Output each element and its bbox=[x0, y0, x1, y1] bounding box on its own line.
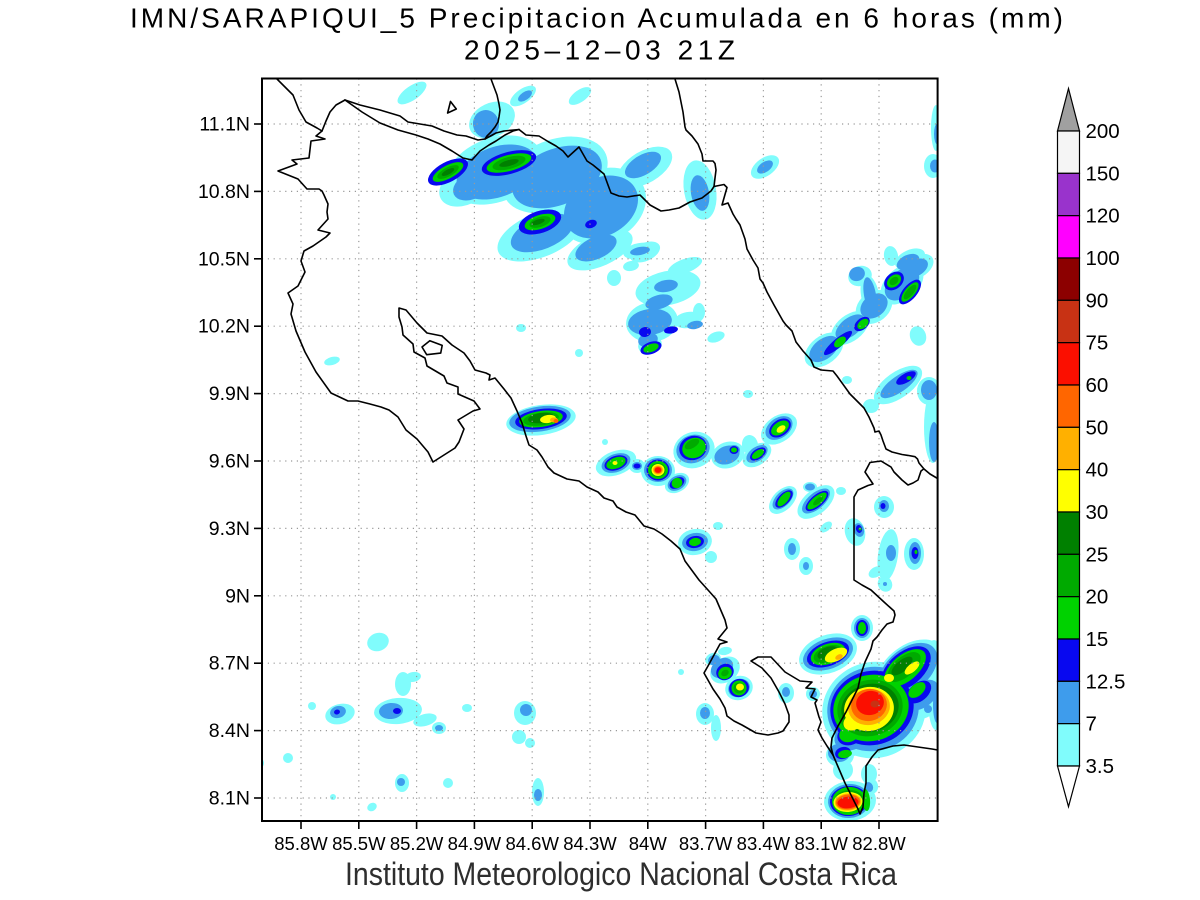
svg-text:9.9N: 9.9N bbox=[209, 383, 250, 405]
svg-text:15: 15 bbox=[1086, 628, 1109, 651]
svg-text:85.5W: 85.5W bbox=[332, 833, 386, 854]
svg-text:83.7W: 83.7W bbox=[679, 833, 733, 854]
svg-text:84W: 84W bbox=[629, 833, 668, 854]
svg-text:8.1N: 8.1N bbox=[209, 788, 250, 810]
svg-text:9.3N: 9.3N bbox=[209, 518, 250, 540]
svg-text:75: 75 bbox=[1086, 332, 1109, 355]
svg-text:100: 100 bbox=[1086, 247, 1120, 270]
svg-text:85.8W: 85.8W bbox=[274, 833, 328, 854]
svg-text:10.8N: 10.8N bbox=[198, 181, 250, 203]
svg-text:25: 25 bbox=[1086, 543, 1109, 566]
svg-text:82.8W: 82.8W bbox=[852, 833, 906, 854]
svg-text:84.6W: 84.6W bbox=[505, 833, 559, 854]
svg-text:83.1W: 83.1W bbox=[794, 833, 848, 854]
svg-text:IMN/SARAPIQUI_5 Precipitacion: IMN/SARAPIQUI_5 Precipitacion Acumulada … bbox=[130, 3, 1063, 34]
svg-text:84.3W: 84.3W bbox=[563, 833, 617, 854]
svg-text:9N: 9N bbox=[225, 585, 250, 607]
svg-text:20: 20 bbox=[1086, 586, 1109, 609]
svg-text:10.2N: 10.2N bbox=[198, 316, 250, 338]
svg-text:3.5: 3.5 bbox=[1086, 755, 1115, 778]
svg-text:60: 60 bbox=[1086, 374, 1109, 397]
svg-text:90: 90 bbox=[1086, 289, 1109, 312]
svg-text:9.6N: 9.6N bbox=[209, 451, 250, 473]
svg-text:30: 30 bbox=[1086, 501, 1109, 524]
svg-text:84.9W: 84.9W bbox=[448, 833, 502, 854]
svg-text:150: 150 bbox=[1086, 162, 1120, 185]
svg-text:40: 40 bbox=[1086, 459, 1109, 482]
svg-text:120: 120 bbox=[1086, 205, 1120, 228]
svg-text:2025–12–03 21Z: 2025–12–03 21Z bbox=[464, 35, 735, 66]
svg-text:8.4N: 8.4N bbox=[209, 720, 250, 742]
svg-text:12.5: 12.5 bbox=[1086, 670, 1126, 693]
svg-text:83.4W: 83.4W bbox=[737, 833, 791, 854]
svg-text:8.7N: 8.7N bbox=[209, 653, 250, 675]
svg-text:85.2W: 85.2W bbox=[390, 833, 444, 854]
svg-text:Instituto Meteorologico Nacion: Instituto Meteorologico Nacional Costa R… bbox=[345, 856, 897, 892]
svg-text:200: 200 bbox=[1086, 120, 1120, 143]
svg-text:10.5N: 10.5N bbox=[198, 248, 250, 270]
svg-text:50: 50 bbox=[1086, 416, 1109, 439]
svg-text:11.1N: 11.1N bbox=[199, 114, 250, 136]
svg-text:7: 7 bbox=[1086, 713, 1097, 736]
